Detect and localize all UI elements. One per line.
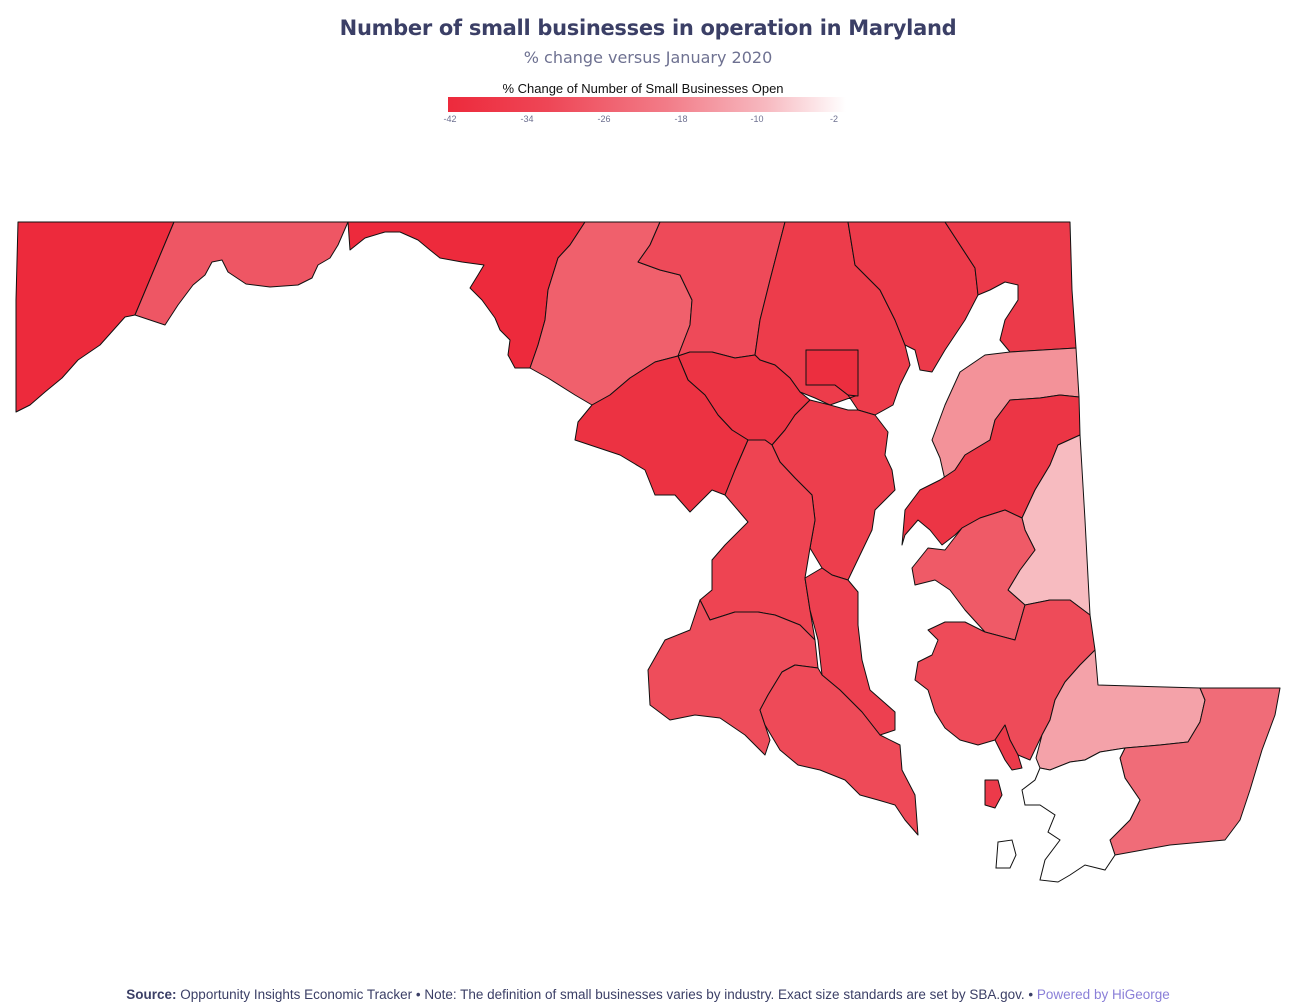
county-baltimore-city[interactable] <box>805 349 859 397</box>
county-somerset[interactable] <box>984 724 1023 809</box>
legend-tick-label: -42 <box>443 114 457 124</box>
legend-color-scale <box>448 97 846 112</box>
county-calvert[interactable] <box>804 567 896 736</box>
legend-tick-label: -34 <box>520 114 534 124</box>
legend-tick-label: -10 <box>750 114 764 124</box>
chart-title: Number of small businesses in operation … <box>339 16 957 40</box>
county-charles[interactable] <box>647 599 819 756</box>
source-text: Opportunity Insights Economic Tracker • … <box>180 987 1034 1002</box>
smith-island-outline <box>995 839 1017 869</box>
chart-subtitle: % change versus January 2020 <box>523 48 773 67</box>
county-cecil[interactable] <box>944 221 1077 353</box>
footer: Source: Opportunity Insights Economic Tr… <box>0 987 1296 1002</box>
powered-by-link[interactable]: Powered by HiGeorge <box>1036 987 1170 1002</box>
legend-title: % Change of Number of Small Businesses O… <box>502 81 784 96</box>
legend-tick-label: -18 <box>674 114 688 124</box>
source-label: Source: <box>126 987 177 1002</box>
county-allegany[interactable] <box>134 221 349 326</box>
lower-shore-water-outline <box>1021 747 1141 883</box>
legend-tick-label: -2 <box>829 114 839 124</box>
county-st-marys[interactable] <box>759 664 919 836</box>
legend-tick-label: -26 <box>597 114 611 124</box>
